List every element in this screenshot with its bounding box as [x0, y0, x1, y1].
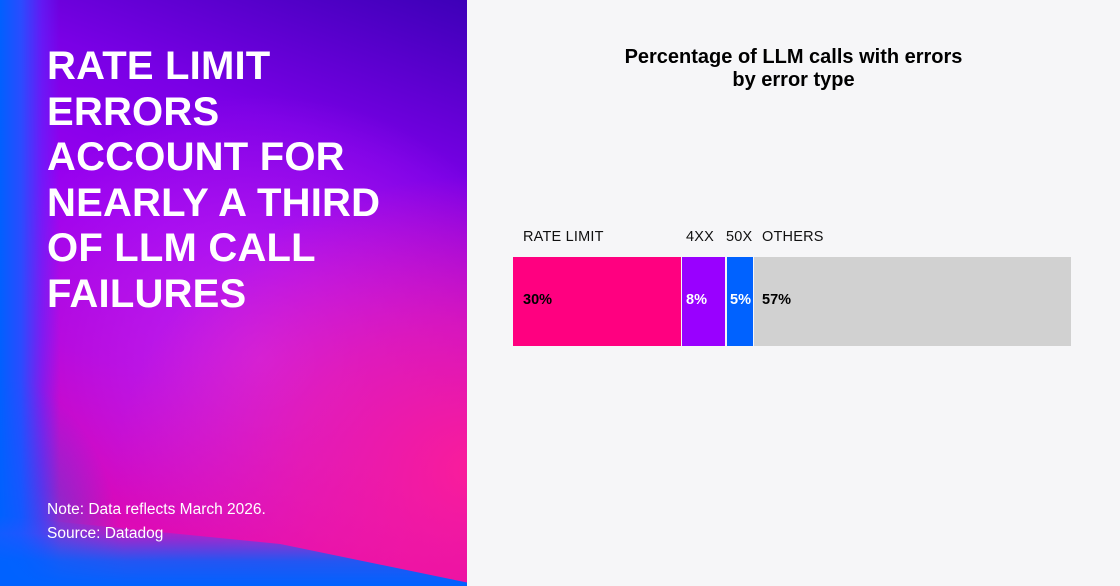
footnotes: Note: Data reflects March 2026. Source: …: [47, 498, 266, 546]
chart-title-line2: by error type: [732, 69, 855, 91]
category-label-50x: 50X: [726, 229, 753, 245]
segment-value-4xx: 8%: [686, 292, 707, 308]
headline-line: ERRORS: [47, 89, 220, 134]
headline-line: NEARLY A THIRD: [47, 180, 381, 225]
bar-segment-50x: 5%: [727, 257, 753, 346]
headline-line: RATE LIMIT: [47, 44, 271, 88]
headline-line: ACCOUNT FOR: [47, 135, 345, 179]
bar-segment-4xx: 8%: [682, 257, 725, 346]
bar-segment-others: 57%: [754, 257, 1071, 346]
headline-line: FAILURES: [47, 271, 247, 316]
stacked-bar: 30% 8% 5% 57%: [513, 257, 1071, 346]
bar-segment-rate-limit: 30%: [513, 257, 681, 346]
segment-value-50x: 5%: [730, 292, 751, 308]
chart-title-line1: Percentage of LLM calls with errors: [624, 46, 963, 68]
category-label-4xx: 4XX: [686, 229, 715, 245]
source-text: Source: Datadog: [47, 525, 164, 542]
category-label-rate-limit: RATE LIMIT: [523, 229, 604, 245]
segment-value-rate-limit: 30%: [523, 292, 553, 308]
chart-title: Percentage of LLM calls with errors by e…: [467, 46, 1120, 92]
headline: RATE LIMIT ERRORS ACCOUNT FOR NEARLY A T…: [47, 44, 447, 317]
segment-value-others: 57%: [762, 292, 792, 308]
left-panel: RATE LIMIT ERRORS ACCOUNT FOR NEARLY A T…: [0, 0, 467, 586]
headline-line: OF LLM CALL: [47, 226, 316, 270]
category-label-others: OTHERS: [762, 229, 824, 245]
note-text: Note: Data reflects March 2026.: [47, 501, 266, 518]
